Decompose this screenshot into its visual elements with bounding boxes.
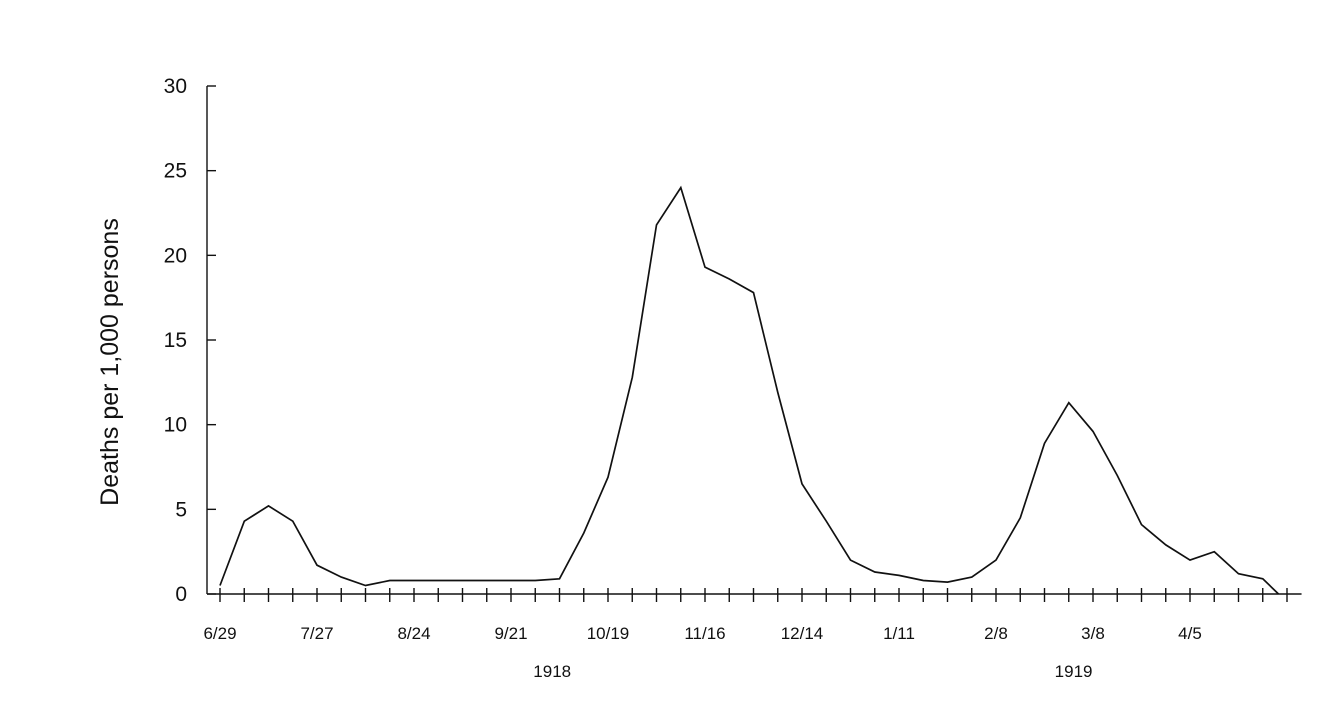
y-tick-label: 10 [164,414,187,437]
y-tick-label: 5 [175,498,187,521]
x-tick-label: 4/5 [1178,624,1202,643]
x-tick-label: 6/29 [203,624,236,643]
year-label: 1918 [533,662,571,681]
y-tick-label: 15 [164,329,187,352]
x-tick-label: 2/8 [984,624,1008,643]
year-label: 1919 [1055,662,1093,681]
x-tick-label: 8/24 [397,624,430,643]
x-tick-label: 11/16 [684,624,725,643]
y-axis-title: Deaths per 1,000 persons [96,218,124,506]
y-tick-label: 0 [175,583,187,606]
y-tick-label: 30 [164,75,187,98]
y-tick-label: 20 [164,244,187,267]
x-tick-label: 3/8 [1081,624,1105,643]
y-axis-ticks: 0 5 10 15 20 25 30 [164,75,216,606]
x-tick-label: 1/11 [883,624,915,643]
x-axis-ticks: 6/29 7/27 8/24 9/21 10/19 11/16 12/14 1/11 2/8 3/… [203,588,1288,681]
x-tick-label: 12/14 [781,624,824,643]
x-tick-label: 10/19 [587,624,630,643]
series-line [219,185,1280,595]
x-tick-label: 7/27 [300,624,333,643]
series-group [219,185,1280,595]
x-tick-label: 9/21 [494,624,527,643]
y-tick-label: 25 [164,160,187,183]
